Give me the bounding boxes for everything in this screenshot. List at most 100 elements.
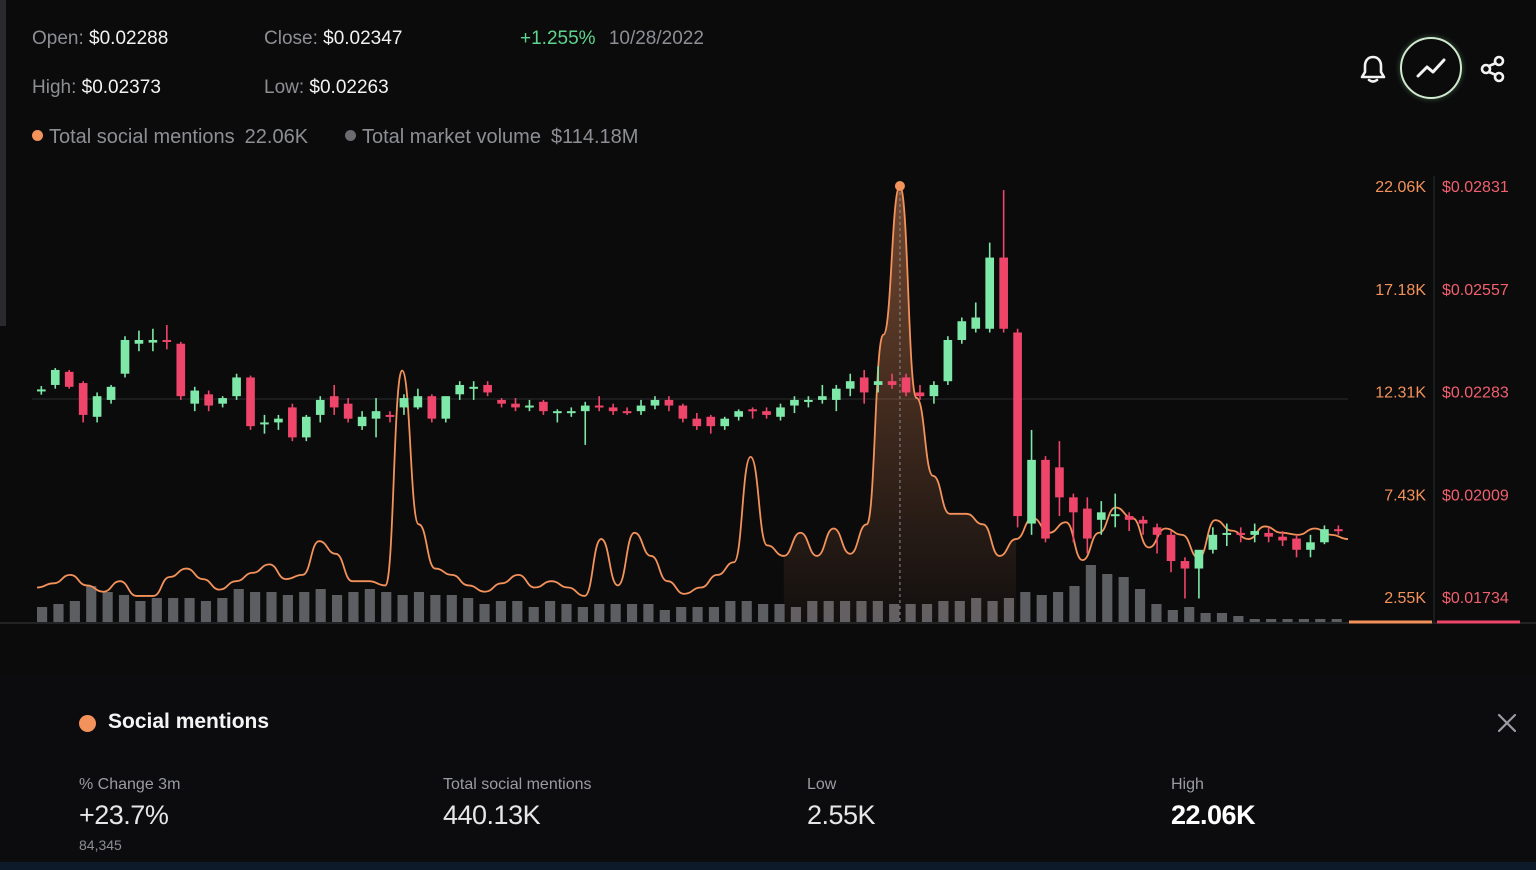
- candle-body: [985, 257, 995, 329]
- volume-bar: [37, 607, 48, 622]
- volume-bar: [774, 604, 785, 622]
- candle-body: [1069, 497, 1078, 513]
- volume-bar: [741, 601, 752, 622]
- volume-bar: [299, 592, 310, 622]
- candle-body: [246, 377, 255, 427]
- bottom-strip: [0, 862, 1536, 870]
- metric-high: High 22.06K: [1171, 776, 1256, 831]
- price-axis-tick: $0.02009: [1442, 487, 1509, 504]
- volume-bar: [1036, 595, 1047, 622]
- metric-value: +23.7%: [79, 800, 169, 830]
- candle-body: [343, 403, 353, 419]
- candle-body: [162, 339, 172, 342]
- volume-bar: [528, 607, 539, 622]
- volume-bar: [758, 604, 769, 622]
- candle-body: [511, 403, 520, 408]
- candle-body: [1013, 332, 1022, 517]
- volume-bar: [53, 604, 64, 622]
- volume-bar: [1085, 565, 1096, 622]
- legend-social-value: 22.06K: [244, 126, 309, 148]
- candle-body: [748, 409, 757, 412]
- candle-body: [957, 321, 967, 340]
- volume-bar: [1134, 589, 1146, 622]
- close-stat: Close: $0.02347: [264, 28, 402, 50]
- candle-body: [148, 339, 158, 343]
- high-value: $0.02373: [81, 77, 161, 98]
- candle-body: [539, 401, 548, 412]
- candle-body: [260, 422, 269, 425]
- social-area: [36, 185, 1349, 622]
- candle-body: [859, 377, 869, 393]
- volume-bar: [1266, 619, 1277, 622]
- candle-body: [385, 414, 395, 417]
- close-icon[interactable]: [1494, 710, 1520, 736]
- candle-body: [329, 396, 339, 408]
- candle-body: [441, 396, 451, 419]
- open-label: Open:: [32, 28, 84, 49]
- volume-bar: [479, 604, 490, 622]
- price-axis-tick: $0.02831: [1442, 179, 1509, 196]
- social-axis-tick: 7.43K: [1384, 487, 1426, 504]
- volume-bar: [512, 601, 523, 622]
- volume-bar: [463, 598, 474, 622]
- candle-body: [120, 339, 130, 374]
- candle-body: [1124, 516, 1134, 520]
- candle-body: [1264, 532, 1273, 537]
- share-icon[interactable]: [1474, 50, 1512, 88]
- volume-bar: [69, 601, 80, 622]
- change-value: +1.255%: [520, 28, 596, 49]
- volume-bar: [233, 589, 244, 622]
- legend-market-volume[interactable]: Total market volume $114.18M: [345, 126, 638, 149]
- volume-bar: [643, 604, 654, 622]
- legend-social-label: Total social mentions: [49, 126, 235, 148]
- volume-bar: [1184, 607, 1195, 622]
- candle-body: [399, 398, 409, 408]
- candle-body: [1166, 534, 1176, 562]
- candle-body: [1236, 532, 1246, 535]
- metric-label: High: [1171, 776, 1204, 793]
- candle-body: [274, 418, 283, 423]
- candle-body: [106, 386, 116, 400]
- volume-bar: [118, 595, 130, 622]
- candle-body: [371, 411, 381, 419]
- highlight-point: [894, 181, 905, 191]
- candle-body: [1334, 529, 1343, 532]
- candle-body: [790, 399, 799, 406]
- social-axis-tick: 12.31K: [1375, 385, 1426, 402]
- candle-body: [37, 389, 46, 392]
- candle-body: [190, 390, 200, 404]
- volume-bar: [315, 589, 326, 622]
- social-axis: 22.06K 17.18K 12.31K 7.43K 2.55K: [1375, 179, 1426, 607]
- volume-bar: [1167, 610, 1178, 622]
- low-label: Low:: [264, 77, 305, 98]
- candle-body: [678, 405, 688, 419]
- candle-body: [301, 416, 311, 438]
- candle-body: [776, 407, 785, 417]
- candle-body: [762, 411, 771, 415]
- candle-body: [1194, 549, 1204, 569]
- open-value: $0.02288: [89, 28, 169, 49]
- volume-bar: [1102, 574, 1113, 622]
- change-stat: +1.255% 10/28/2022: [520, 28, 704, 50]
- trend-line-icon[interactable]: [1400, 37, 1462, 99]
- candle-body: [1180, 561, 1190, 569]
- candle-body: [232, 377, 241, 397]
- candle-body: [1152, 527, 1162, 535]
- candle-body: [218, 398, 227, 404]
- volume-bar: [692, 607, 703, 622]
- bell-icon[interactable]: [1354, 50, 1392, 88]
- legend-volume-value: $114.18M: [550, 126, 639, 148]
- candle-body: [553, 411, 562, 414]
- scroll-indicator: [0, 0, 6, 326]
- candle-body: [1083, 508, 1092, 539]
- volume-bar: [381, 592, 392, 622]
- volume-bar: [430, 595, 441, 622]
- candle-body: [999, 257, 1008, 329]
- candle-body: [176, 343, 186, 397]
- legend-social-mentions[interactable]: Total social mentions 22.06K: [32, 126, 308, 149]
- candle-body: [929, 384, 939, 397]
- candle-body: [134, 339, 144, 344]
- candle-body: [594, 405, 604, 408]
- candle-body: [1041, 459, 1050, 539]
